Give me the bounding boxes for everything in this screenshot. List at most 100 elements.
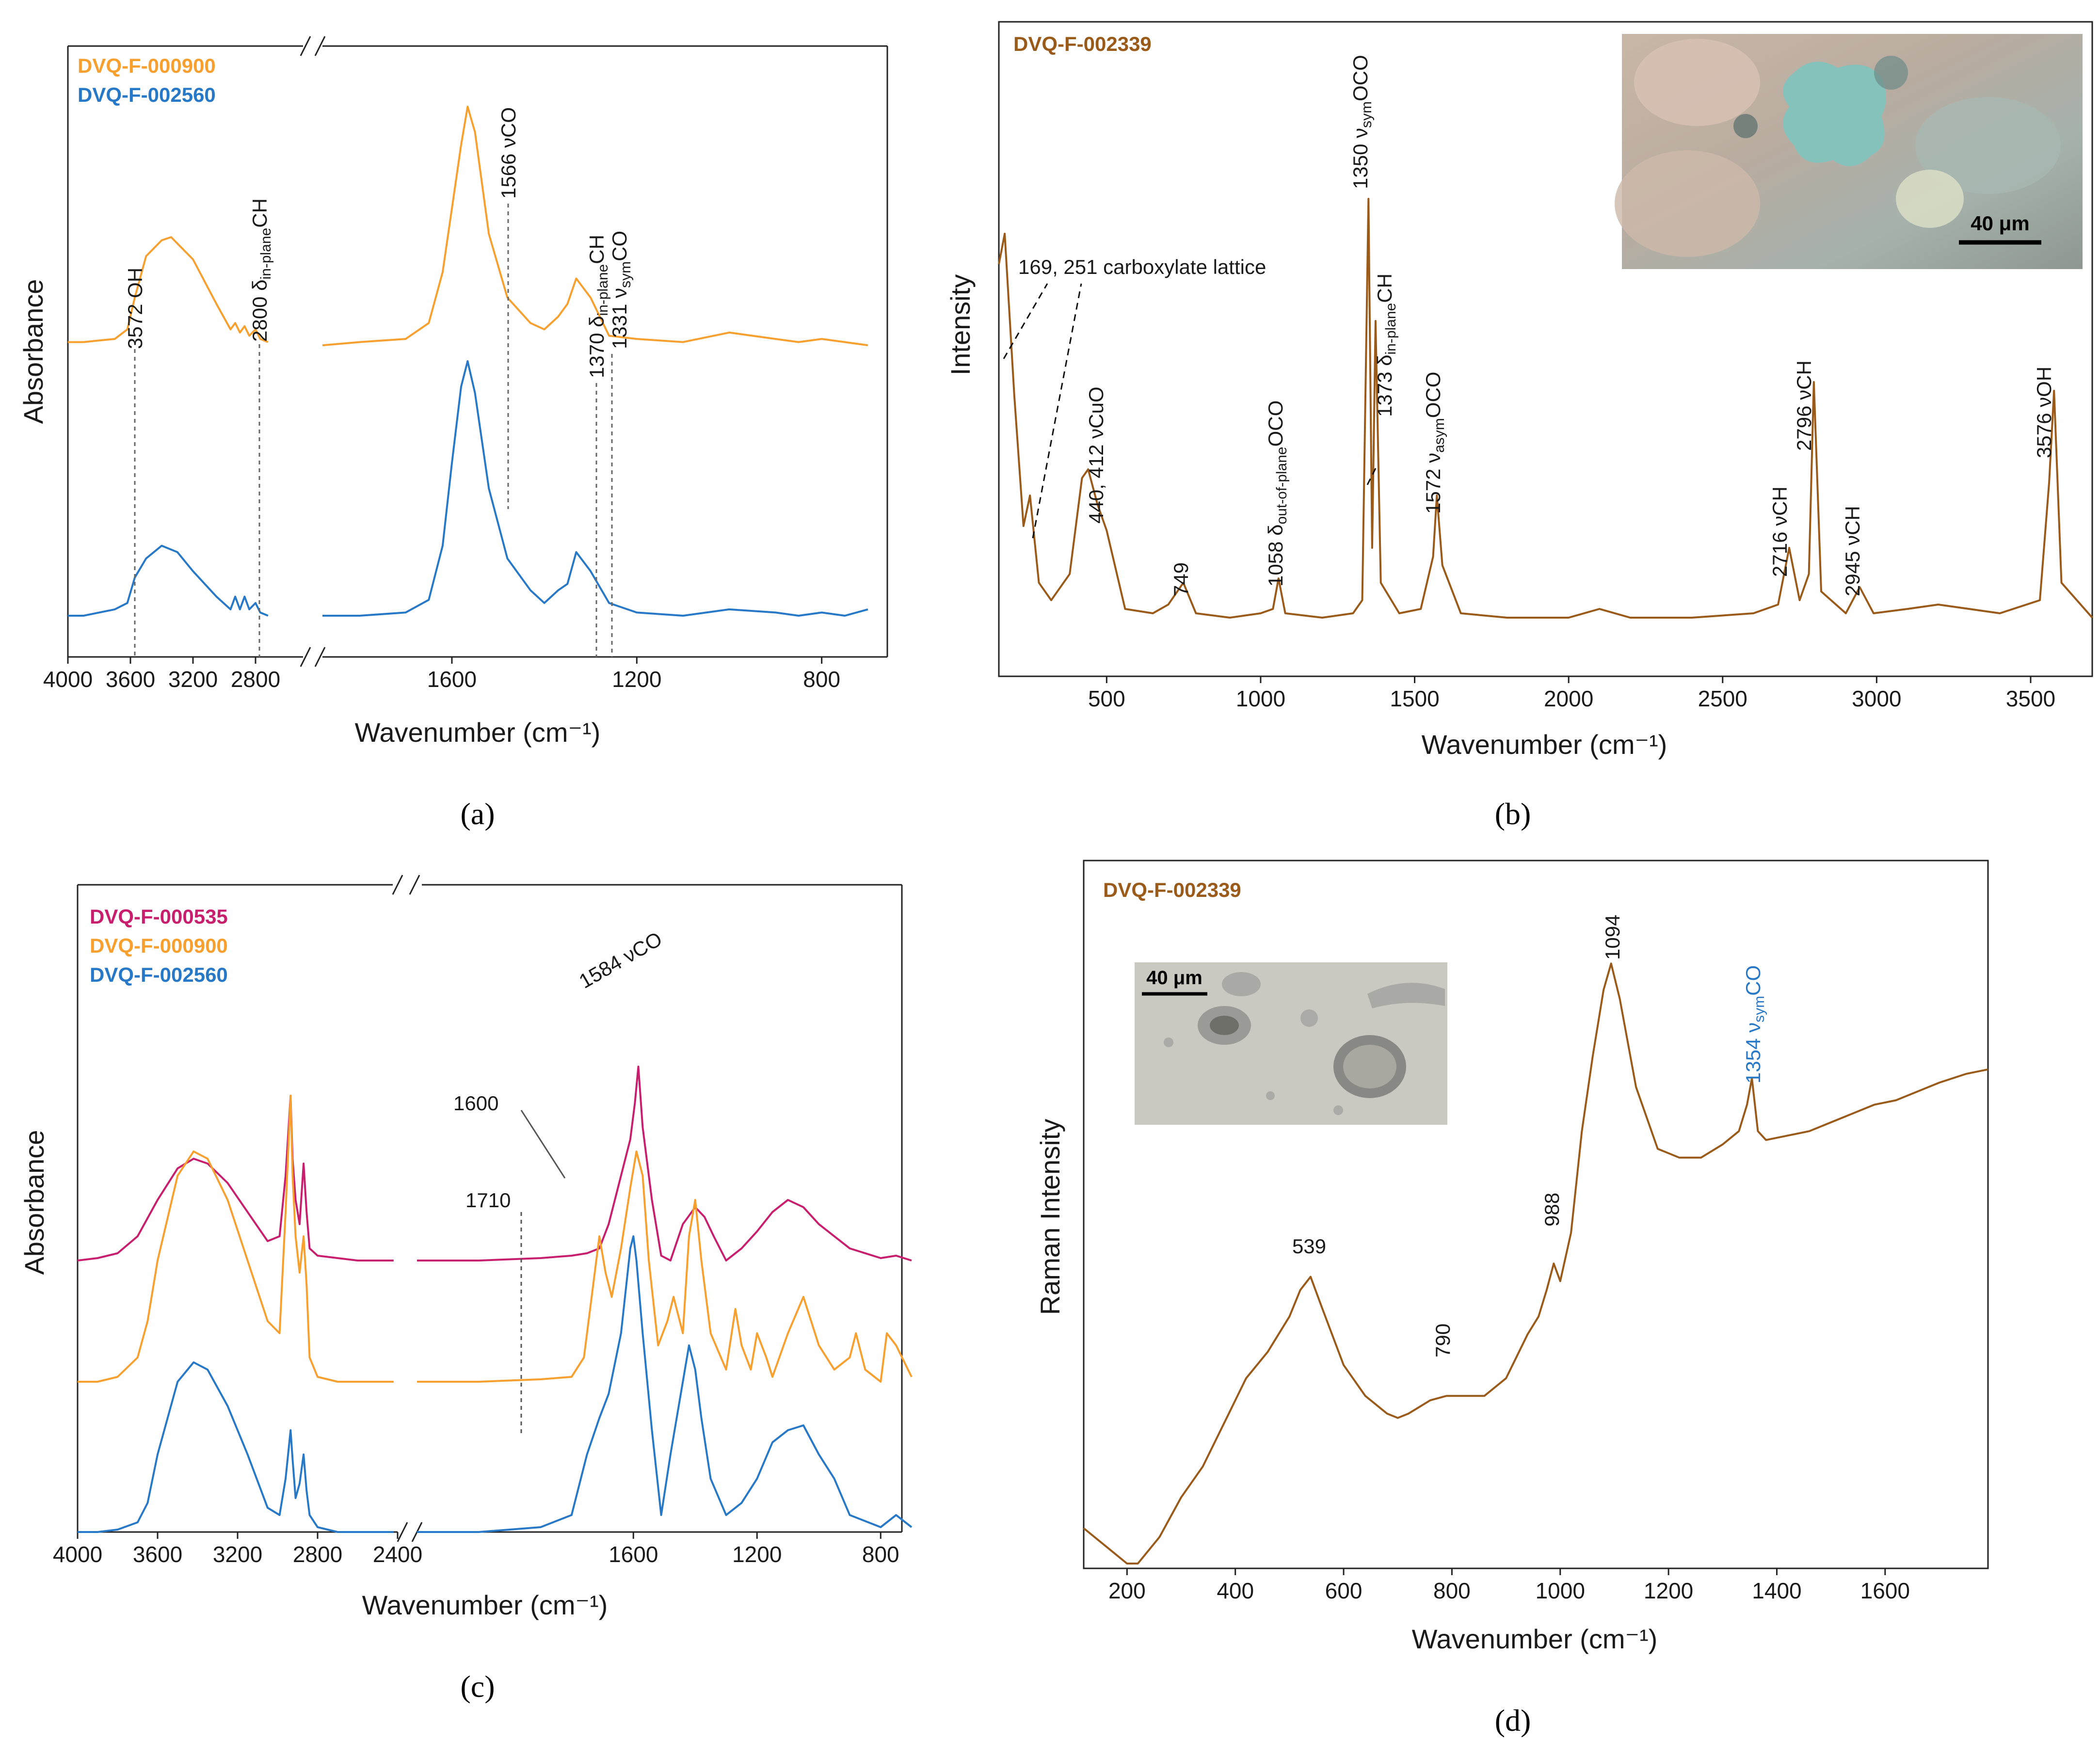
d-caption: (d) <box>1495 1703 1531 1738</box>
c-series <box>77 1066 913 1533</box>
d-series <box>1083 962 1988 1564</box>
d-peak-1354: 1354 νsymCO <box>1742 965 1767 1084</box>
b-inset-micrograph: 40 μm <box>1615 34 2083 269</box>
c-series-dvq-f-002560-seg0 <box>78 1361 394 1533</box>
panel-b: 500 1000 1500 2000 2500 3000 3500 DVQ-F-002339… <box>945 21 2093 831</box>
d-tick-label-800: 800 <box>1433 1578 1471 1603</box>
c-series-dvq-f-000535-seg0 <box>77 1095 394 1261</box>
c-tick-label-800: 800 <box>862 1542 899 1567</box>
d-x-ticks: 200 400 600 800 1000 1200 1400 1600 <box>1108 1568 1910 1603</box>
c-series-dvq-f-000900-seg1 <box>417 1150 913 1383</box>
b-title: DVQ-F-002339 <box>1013 32 1152 55</box>
d-scale-bar-label: 40 μm <box>1146 967 1202 989</box>
c-x-ticks: 4000 3600 3200 2800 2400 1600 1200 800 <box>53 1532 899 1567</box>
a-tick-label-2800: 2800 <box>231 667 280 692</box>
a-caption: (a) <box>460 797 495 831</box>
c-peak-1710: 1710 <box>465 1189 511 1212</box>
a-legend-002560: DVQ-F-002560 <box>78 83 216 106</box>
a-series-dvq-f-002560-seg1 <box>322 360 868 617</box>
d-xlabel: Wavenumber (cm⁻¹) <box>1412 1624 1658 1654</box>
b-peak-1058: 1058 δout-of-planeOCO <box>1264 400 1290 587</box>
d-series-dvq-f-002339 <box>1083 962 1988 1564</box>
d-tick-label-200: 200 <box>1108 1578 1146 1603</box>
a-tick-label-3200: 3200 <box>168 667 218 692</box>
d-tick-label-1600: 1600 <box>1860 1578 1910 1603</box>
c-legend-000900: DVQ-F-000900 <box>90 934 228 957</box>
panel-c: 4000 3600 3200 2800 2400 1600 1200 800 DVQ-F-00… <box>19 873 913 1704</box>
b-series <box>998 198 2093 619</box>
d-peak-539: 539 <box>1292 1235 1326 1258</box>
a-tick-label-1200: 1200 <box>612 667 661 692</box>
c-tick-label-3200: 3200 <box>213 1542 262 1567</box>
b-peak-749: 749 <box>1170 562 1192 596</box>
c-legend-000535: DVQ-F-000535 <box>90 905 228 928</box>
b-peak-1350: 1350 νsymOCO <box>1349 55 1375 189</box>
b-peak-1373: 1373 δin-planeCH <box>1373 273 1399 417</box>
a-tick-label-800: 800 <box>803 667 840 692</box>
c-tick-label-2800: 2800 <box>293 1542 342 1567</box>
a-peak-1331-co: 1331 νsymCO <box>608 231 634 349</box>
c-peak-1600: 1600 <box>453 1092 498 1115</box>
c-xlabel: Wavenumber (cm⁻¹) <box>362 1590 608 1620</box>
b-tick-label-1500: 1500 <box>1390 686 1439 711</box>
b-ylabel: Intensity <box>945 274 976 376</box>
a-series-dvq-f-002560-seg0 <box>68 544 269 617</box>
b-caption: (b) <box>1495 797 1531 831</box>
b-peak-carboxylate: 169, 251 carboxylate lattice <box>1018 255 1266 278</box>
b-scale-bar-label: 40 μm <box>1971 212 2029 235</box>
c-caption: (c) <box>460 1669 495 1704</box>
c-tick-label-4000: 4000 <box>53 1542 102 1567</box>
d-peak-1094: 1094 <box>1601 915 1624 960</box>
c-tick-label-1600: 1600 <box>609 1542 658 1567</box>
d-tick-label-600: 600 <box>1325 1578 1363 1603</box>
a-peak-2800-ch: 2800 δin-planeCH <box>248 198 274 342</box>
b-peak-2945: 2945 νCH <box>1841 506 1864 596</box>
a-xlabel: Wavenumber (cm⁻¹) <box>355 717 601 748</box>
b-peak-3576: 3576 νOH <box>2033 367 2055 458</box>
c-tick-label-3600: 3600 <box>133 1542 182 1567</box>
a-ylabel: Absorbance <box>18 279 48 424</box>
b-peak-2796: 2796 νCH <box>1793 360 1815 451</box>
d-peak-790: 790 <box>1431 1324 1454 1357</box>
b-x-ticks: 500 1000 1500 2000 2500 3000 3500 <box>1088 676 2055 711</box>
b-series-dvq-f-002339 <box>998 198 2093 619</box>
b-tick-label-3000: 3000 <box>1852 686 1901 711</box>
b-tick-label-3500: 3500 <box>2006 686 2055 711</box>
c-peak-1584: 1584 νCO <box>575 927 666 993</box>
b-tick-label-1000: 1000 <box>1236 686 1285 711</box>
d-ylabel: Raman Intensity <box>1035 1119 1065 1315</box>
panel-a: 4000 3600 3200 2800 1600 1200 800 DVQ-F-000900… <box>18 34 888 831</box>
a-tick-label-3600: 3600 <box>106 667 155 692</box>
a-peak-1566-co: 1566 νCO <box>497 107 520 199</box>
b-peak-1572: 1572 νasymOCO <box>1422 372 1447 514</box>
a-peak-3572-oh: 3572 OH <box>124 268 146 349</box>
c-series-dvq-f-002560-seg1 <box>417 1235 913 1533</box>
d-peak-988: 988 <box>1540 1193 1563 1227</box>
a-x-ticks: 4000 3600 3200 2800 1600 1200 800 <box>43 657 840 692</box>
c-tick-label-2400: 2400 <box>373 1542 422 1567</box>
a-legend-000900: DVQ-F-000900 <box>78 54 216 77</box>
c-legend-002560: DVQ-F-002560 <box>90 963 228 986</box>
c-tick-label-1200: 1200 <box>732 1542 782 1567</box>
b-tick-label-2000: 2000 <box>1544 686 1593 711</box>
panel-d: 200 400 600 800 1000 1200 1400 1600 DVQ-F-00233… <box>1035 860 1989 1738</box>
d-inset-micrograph: 40 μm <box>1135 962 1447 1125</box>
d-tick-label-1000: 1000 <box>1536 1578 1585 1603</box>
a-peak-1370-ch: 1370 δin-planeCH <box>585 235 611 378</box>
d-title: DVQ-F-002339 <box>1103 878 1241 901</box>
a-tick-label-1600: 1600 <box>427 667 477 692</box>
b-tick-label-2500: 2500 <box>1698 686 1747 711</box>
d-tick-label-1400: 1400 <box>1752 1578 1801 1603</box>
d-tick-label-400: 400 <box>1217 1578 1254 1603</box>
a-series-dvq-f-000900-seg1 <box>322 106 868 347</box>
a-series <box>68 106 868 617</box>
c-series-dvq-f-000900-seg0 <box>78 1095 394 1383</box>
a-series-dvq-f-000900-seg0 <box>68 236 269 343</box>
b-peak-2716: 2716 νCH <box>1768 486 1791 577</box>
b-tick-label-500: 500 <box>1088 686 1125 711</box>
c-ylabel: Absorbance <box>19 1130 49 1275</box>
d-tick-label-1200: 1200 <box>1644 1578 1693 1603</box>
b-peak-cuo: 440, 412 νCuO <box>1085 386 1107 524</box>
a-tick-label-4000: 4000 <box>43 667 93 692</box>
